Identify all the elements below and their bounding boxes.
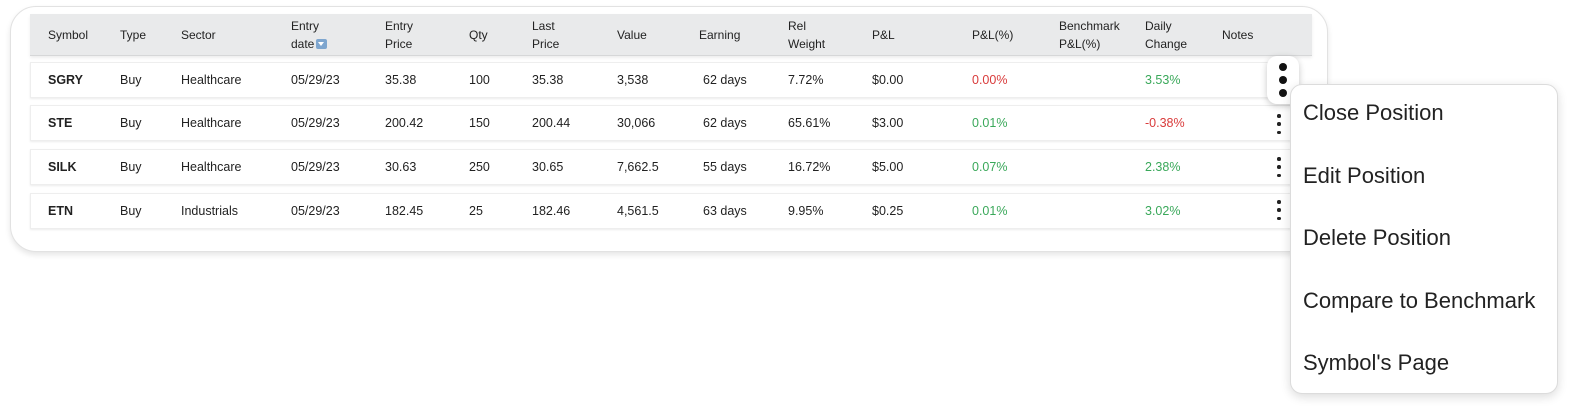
header-entry-price[interactable]: Entry Price <box>385 19 414 51</box>
cell-entry-date: 05/29/23 <box>291 204 340 218</box>
cell-last-price: 35.38 <box>532 73 564 87</box>
row-actions-menu: Close Position Edit Position Delete Posi… <box>1290 84 1558 394</box>
header-rel-weight[interactable]: Rel Weight <box>788 19 826 51</box>
kebab-menu-icon[interactable] <box>1273 114 1285 134</box>
cell-earning: 63 days <box>703 204 747 218</box>
cell-pnl-pct: 0.07% <box>972 160 1008 174</box>
menu-item-delete-position[interactable]: Delete Position <box>1303 225 1451 250</box>
header-daily-change[interactable]: Daily Change <box>1145 19 1188 51</box>
header-sector[interactable]: Sector <box>181 28 216 42</box>
cell-entry-price: 30.63 <box>385 160 417 174</box>
table-row[interactable]: SILK Buy Healthcare 05/29/23 30.63 250 3… <box>30 149 1292 185</box>
menu-item-compare-to-benchmark[interactable]: Compare to Benchmark <box>1303 288 1536 313</box>
cell-rel-weight: 7.72% <box>788 73 824 87</box>
cell-value: 30,066 <box>617 116 656 130</box>
header-pnl[interactable]: P&L <box>872 28 895 42</box>
header-last-price[interactable]: Last Price <box>532 19 560 51</box>
cell-sector: Healthcare <box>181 160 242 174</box>
cell-type: Buy <box>120 204 142 218</box>
header-value[interactable]: Value <box>617 28 647 42</box>
table-row[interactable]: ETN Buy Industrials 05/29/23 182.45 25 1… <box>30 193 1292 229</box>
cell-entry-date: 05/29/23 <box>291 73 340 87</box>
cell-qty: 100 <box>469 73 490 87</box>
menu-item-close-position[interactable]: Close Position <box>1303 100 1444 125</box>
cell-daily-change: 3.53% <box>1145 73 1181 87</box>
cell-earning: 62 days <box>703 116 747 130</box>
cell-pnl: $0.00 <box>872 73 904 87</box>
cell-symbol[interactable]: SILK <box>48 160 77 174</box>
cell-qty: 150 <box>469 116 490 130</box>
cell-symbol[interactable]: SGRY <box>48 73 83 87</box>
cell-pnl: $5.00 <box>872 160 904 174</box>
cell-pnl: $0.25 <box>872 204 904 218</box>
cell-type: Buy <box>120 73 142 87</box>
cell-pnl-pct: 0.00% <box>972 73 1008 87</box>
cell-qty: 250 <box>469 160 490 174</box>
cell-earning: 55 days <box>703 160 747 174</box>
cell-type: Buy <box>120 116 142 130</box>
cell-type: Buy <box>120 160 142 174</box>
table-header: Symbol Type Sector Entry date Entry Pric… <box>30 14 1312 56</box>
menu-item-edit-position[interactable]: Edit Position <box>1303 163 1426 188</box>
cell-qty: 25 <box>469 204 483 218</box>
cell-pnl: $3.00 <box>872 116 904 130</box>
cell-earning: 62 days <box>703 73 747 87</box>
table-row[interactable]: SGRY Buy Healthcare 05/29/23 35.38 100 3… <box>30 62 1292 98</box>
kebab-menu-icon[interactable] <box>1273 157 1285 177</box>
cell-rel-weight: 65.61% <box>788 116 831 130</box>
sort-desc-icon[interactable] <box>316 38 328 49</box>
header-earning[interactable]: Earning <box>699 28 741 42</box>
cell-value: 7,662.5 <box>617 160 659 174</box>
cell-symbol[interactable]: STE <box>48 116 73 130</box>
header-type[interactable]: Type <box>120 28 147 42</box>
cell-pnl-pct: 0.01% <box>972 204 1008 218</box>
cell-pnl-pct: 0.01% <box>972 116 1008 130</box>
cell-entry-date: 05/29/23 <box>291 160 340 174</box>
cell-daily-change: 2.38% <box>1145 160 1181 174</box>
cell-last-price: 30.65 <box>532 160 564 174</box>
menu-item-symbols-page[interactable]: Symbol's Page <box>1303 350 1450 375</box>
cell-last-price: 182.46 <box>532 204 571 218</box>
cell-symbol[interactable]: ETN <box>48 204 73 218</box>
header-notes: Notes <box>1222 28 1254 42</box>
cell-rel-weight: 16.72% <box>788 160 831 174</box>
cell-value: 4,561.5 <box>617 204 659 218</box>
cell-daily-change: -0.38% <box>1145 116 1185 130</box>
header-qty[interactable]: Qty <box>469 28 488 42</box>
header-symbol[interactable]: Symbol <box>48 28 89 42</box>
header-entry-date[interactable]: Entry date <box>291 14 328 56</box>
cell-entry-price: 200.42 <box>385 116 424 130</box>
cell-value: 3,538 <box>617 73 649 87</box>
header-pnl-pct[interactable]: P&L(%) <box>972 28 1014 42</box>
cell-sector: Industrials <box>181 204 238 218</box>
cell-entry-price: 182.45 <box>385 204 424 218</box>
cell-entry-price: 35.38 <box>385 73 417 87</box>
table-row[interactable]: STE Buy Healthcare 05/29/23 200.42 150 2… <box>30 105 1292 141</box>
cell-entry-date: 05/29/23 <box>291 116 340 130</box>
cell-last-price: 200.44 <box>532 116 571 130</box>
kebab-menu-icon[interactable] <box>1273 200 1285 220</box>
cell-sector: Healthcare <box>181 73 242 87</box>
cell-sector: Healthcare <box>181 116 242 130</box>
cell-daily-change: 3.02% <box>1145 204 1181 218</box>
cell-rel-weight: 9.95% <box>788 204 824 218</box>
header-benchmark-pnl[interactable]: Benchmark P&L(%) <box>1059 19 1120 51</box>
